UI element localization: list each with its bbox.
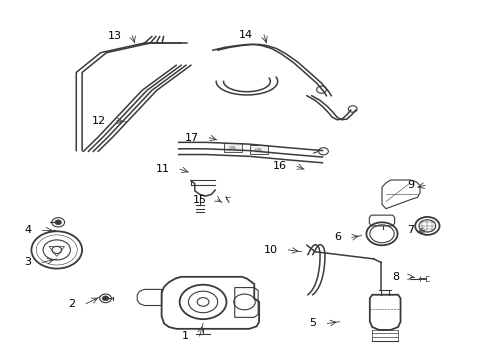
FancyBboxPatch shape xyxy=(249,145,268,154)
Text: 15: 15 xyxy=(193,195,206,205)
Text: 12: 12 xyxy=(92,116,106,126)
Text: 10: 10 xyxy=(263,245,277,255)
Text: OBL: OBL xyxy=(228,146,237,150)
Text: 17: 17 xyxy=(184,133,198,143)
Text: 11: 11 xyxy=(155,164,169,174)
Text: 6: 6 xyxy=(333,232,340,242)
Circle shape xyxy=(102,296,109,301)
Text: 14: 14 xyxy=(239,30,253,40)
Text: 8: 8 xyxy=(392,272,399,282)
Text: 7: 7 xyxy=(406,225,413,235)
Text: 13: 13 xyxy=(107,31,122,41)
Text: 3: 3 xyxy=(24,257,31,267)
Text: 4: 4 xyxy=(24,225,31,235)
Text: 5: 5 xyxy=(309,319,316,328)
Text: 2: 2 xyxy=(68,299,75,309)
Text: OBL: OBL xyxy=(254,148,263,152)
FancyBboxPatch shape xyxy=(223,143,242,152)
Text: 16: 16 xyxy=(272,161,286,171)
Text: 9: 9 xyxy=(406,180,413,190)
Text: 1: 1 xyxy=(182,331,188,341)
Circle shape xyxy=(55,220,61,225)
